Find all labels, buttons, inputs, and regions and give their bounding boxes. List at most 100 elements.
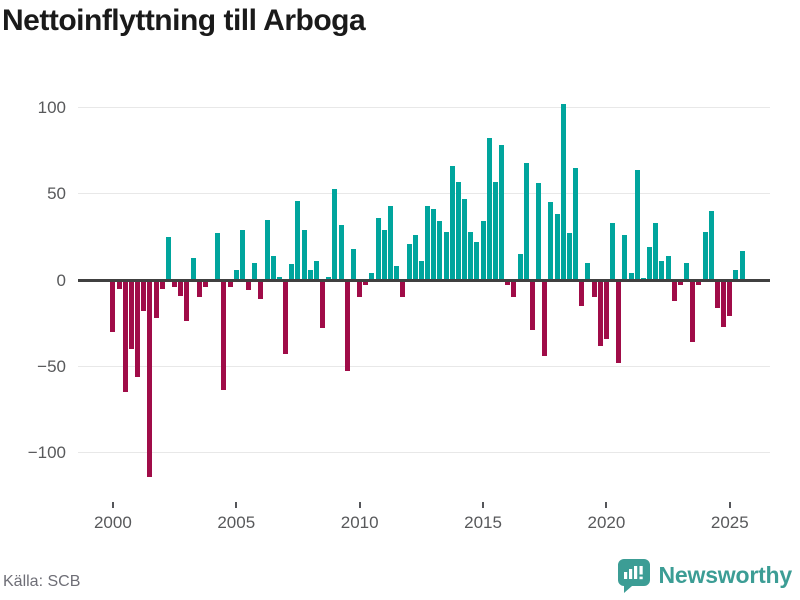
x-axis-tick-2015: [482, 502, 485, 508]
bar-2015-q3: [492, 181, 498, 280]
bar-2025-q1: [727, 280, 733, 317]
bar-2002-q1: [159, 280, 165, 289]
bar-2011-q2: [388, 205, 393, 280]
x-axis-tick-2005: [235, 502, 238, 508]
bar-2005-q2: [239, 229, 245, 280]
bar-2009-q2: [338, 224, 344, 280]
bar-2009-q4: [350, 248, 356, 280]
x-axis-tick-2020: [605, 502, 608, 508]
bar-2023-q2: [684, 262, 690, 280]
newsworthy-logo-text: Newsworthy: [658, 562, 793, 588]
bar-2022-q3: [665, 255, 671, 280]
bar-2018-q4: [573, 167, 579, 280]
zero-axis-line: [78, 278, 770, 282]
bar-2008-q3: [320, 280, 326, 329]
bar-2003-q4: [202, 280, 208, 287]
bar-2006-q4: [276, 276, 282, 280]
bar-2011-q3: [394, 266, 400, 280]
bar-2002-q4: [178, 280, 184, 296]
bar-2001-q3: [147, 280, 153, 477]
bar-2013-q3: [443, 231, 449, 280]
bar-2018-q1: [554, 214, 560, 280]
bar-2000-q2: [116, 280, 122, 289]
bar-2016-q4: [523, 162, 529, 280]
bar-2021-q1: [628, 273, 634, 280]
gridline-y-50: [78, 193, 770, 195]
bar-2005-q3: [246, 280, 252, 291]
bar-2013-q4: [449, 166, 455, 280]
bar-2016-q2: [511, 280, 517, 298]
bar-2021-q2: [634, 169, 640, 280]
y-axis-tick-label-0: 0: [56, 270, 66, 290]
bar-2004-q4: [227, 280, 233, 287]
bar-2020-q3: [616, 280, 622, 363]
bar-2025-q3: [739, 250, 745, 280]
x-axis-tick-label-2005: 2005: [217, 513, 256, 532]
bar-2017-q3: [542, 280, 548, 356]
x-axis-tick-2025: [728, 502, 731, 508]
bar-2014-q2: [462, 198, 468, 280]
bar-2008-q4: [326, 276, 332, 280]
bar-2015-q4: [499, 145, 505, 280]
x-axis-tick-label-2025: 2025: [710, 513, 749, 532]
bar-2000-q1: [110, 280, 116, 332]
bar-2001-q4: [153, 280, 159, 318]
bar-2019-q2: [585, 262, 591, 280]
bar-2002-q2: [165, 236, 171, 280]
bar-2023-q3: [690, 280, 696, 343]
y-axis-tick-label--100: −100: [27, 443, 66, 463]
gridline-y--50: [78, 365, 770, 367]
bar-2003-q3: [196, 280, 202, 298]
bar-2017-q1: [529, 280, 535, 331]
bar-2017-q2: [536, 183, 542, 280]
bar-2020-q2: [610, 223, 616, 280]
bar-2005-q1: [233, 269, 239, 280]
bar-2020-q1: [603, 280, 609, 339]
bar-2024-q3: [714, 280, 720, 308]
bar-2005-q4: [252, 262, 258, 280]
chart-title: Nettoinflyttning till Arboga: [2, 4, 366, 37]
y-axis-tick-label-100: 100: [37, 97, 66, 117]
bar-2011-q1: [381, 229, 387, 280]
bar-2006-q2: [264, 219, 270, 280]
bar-2004-q2: [215, 233, 221, 280]
bar-2022-q2: [659, 261, 665, 280]
bar-2016-q1: [505, 280, 511, 286]
source-label: Källa: SCB: [3, 573, 81, 590]
bar-2008-q2: [313, 261, 319, 280]
x-axis-tick-2010: [358, 502, 361, 508]
x-axis-tick-label-2020: 2020: [587, 513, 626, 532]
bar-2008-q1: [307, 269, 313, 280]
bar-2006-q3: [270, 255, 276, 280]
bar-2024-q2: [708, 210, 714, 280]
bar-2009-q1: [332, 188, 338, 280]
bar-2012-q2: [412, 235, 418, 280]
bar-2006-q1: [258, 280, 264, 299]
bar-2007-q3: [295, 200, 301, 280]
bar-2019-q4: [597, 280, 603, 346]
bar-2023-q4: [696, 280, 702, 286]
newsworthy-logo: Newsworthy: [617, 558, 792, 593]
bar-2014-q4: [474, 242, 480, 280]
bar-2007-q4: [301, 229, 307, 280]
bar-2003-q2: [190, 257, 196, 280]
bar-2024-q1: [702, 231, 708, 280]
bar-2012-q1: [406, 243, 412, 280]
bar-2016-q3: [517, 254, 523, 280]
bar-2003-q1: [184, 280, 190, 322]
bar-2007-q1: [283, 280, 289, 355]
bar-2014-q1: [455, 181, 461, 280]
bar-2004-q3: [221, 280, 227, 391]
bar-2017-q4: [548, 202, 554, 280]
y-axis-tick-label-50: 50: [47, 184, 66, 204]
bar-2013-q1: [431, 209, 437, 280]
newsworthy-bubble-chart-icon: [617, 558, 651, 593]
bar-2001-q2: [141, 280, 147, 312]
bar-2015-q1: [480, 221, 486, 280]
bar-2013-q2: [437, 221, 443, 280]
x-axis-tick-label-2000: 2000: [93, 513, 132, 532]
bar-2020-q4: [622, 235, 628, 280]
bar-2010-q1: [357, 280, 363, 298]
bar-2012-q3: [418, 261, 424, 280]
